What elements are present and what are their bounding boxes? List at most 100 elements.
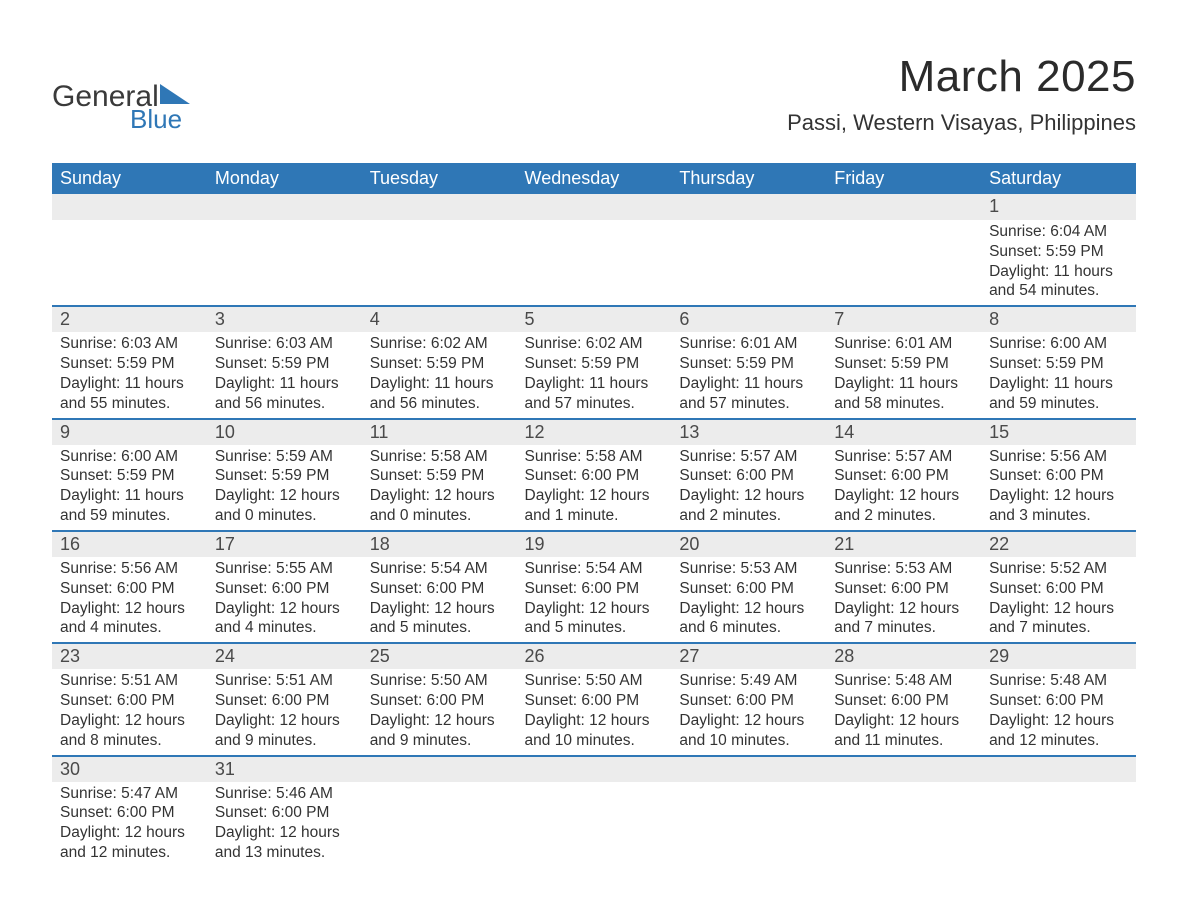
day-detail-line: Sunrise: 5:58 AM [370,447,509,467]
day-detail-line: Daylight: 12 hours [525,599,664,619]
day-number-cell: 7 [826,306,981,332]
day-detail-line: Sunrise: 5:47 AM [60,784,199,804]
day-number-cell: 30 [52,756,207,782]
day-detail-line: Sunset: 5:59 PM [60,354,199,374]
day-number-cell: 27 [671,643,826,669]
day-detail-line: Sunrise: 6:02 AM [525,334,664,354]
day-detail-line: Sunrise: 6:02 AM [370,334,509,354]
day-detail-line: and 10 minutes. [679,731,818,751]
logo: General Blue [52,76,212,151]
day-detail-line: and 57 minutes. [525,394,664,414]
day-number-cell [671,194,826,220]
day-detail-cell: Sunrise: 5:50 AMSunset: 6:00 PMDaylight:… [517,669,672,755]
day-detail-line: Daylight: 11 hours [834,374,973,394]
day-detail-row: Sunrise: 5:47 AMSunset: 6:00 PMDaylight:… [52,782,1136,867]
day-detail-line: Sunset: 6:00 PM [679,691,818,711]
day-detail-cell [207,220,362,306]
day-detail-cell: Sunrise: 6:01 AMSunset: 5:59 PMDaylight:… [671,332,826,418]
day-detail-cell: Sunrise: 6:03 AMSunset: 5:59 PMDaylight:… [207,332,362,418]
weekday-header: Thursday [671,163,826,194]
day-detail-line: Daylight: 12 hours [60,711,199,731]
day-detail-line: Sunset: 6:00 PM [370,691,509,711]
day-number-cell: 15 [981,419,1136,445]
day-number-cell: 23 [52,643,207,669]
day-detail-line: Sunrise: 6:01 AM [834,334,973,354]
day-detail-line: Daylight: 12 hours [370,711,509,731]
day-detail-line: and 3 minutes. [989,506,1128,526]
day-number-cell [517,194,672,220]
day-detail-line: Sunrise: 5:58 AM [525,447,664,467]
day-number-cell: 29 [981,643,1136,669]
day-detail-cell: Sunrise: 5:56 AMSunset: 6:00 PMDaylight:… [52,557,207,643]
day-detail-line: Sunrise: 6:03 AM [215,334,354,354]
day-detail-cell: Sunrise: 5:54 AMSunset: 6:00 PMDaylight:… [362,557,517,643]
day-detail-line: Daylight: 12 hours [370,599,509,619]
day-detail-line: Sunrise: 5:56 AM [989,447,1128,467]
day-detail-cell: Sunrise: 5:56 AMSunset: 6:00 PMDaylight:… [981,445,1136,531]
location-text: Passi, Western Visayas, Philippines [787,110,1136,136]
day-number-cell: 9 [52,419,207,445]
day-detail-cell: Sunrise: 6:02 AMSunset: 5:59 PMDaylight:… [517,332,672,418]
weekday-header: Tuesday [362,163,517,194]
day-detail-line: Sunset: 5:59 PM [60,466,199,486]
day-detail-line: Daylight: 12 hours [525,486,664,506]
day-detail-line: and 11 minutes. [834,731,973,751]
day-number-cell [52,194,207,220]
day-detail-line: Sunset: 6:00 PM [989,579,1128,599]
day-detail-line: Sunset: 6:00 PM [60,691,199,711]
day-detail-line: Sunrise: 5:55 AM [215,559,354,579]
day-detail-line: Sunrise: 5:50 AM [525,671,664,691]
day-detail-line: and 7 minutes. [834,618,973,638]
day-detail-cell [517,220,672,306]
day-number-cell [981,756,1136,782]
day-number-cell: 2 [52,306,207,332]
day-number-cell [826,756,981,782]
day-detail-cell: Sunrise: 5:51 AMSunset: 6:00 PMDaylight:… [52,669,207,755]
day-detail-cell [52,220,207,306]
day-detail-line: Sunset: 6:00 PM [989,466,1128,486]
day-detail-line: Sunrise: 5:50 AM [370,671,509,691]
day-number-row: 1 [52,194,1136,220]
day-detail-cell: Sunrise: 5:49 AMSunset: 6:00 PMDaylight:… [671,669,826,755]
day-detail-line: Daylight: 11 hours [989,374,1128,394]
day-detail-cell: Sunrise: 6:01 AMSunset: 5:59 PMDaylight:… [826,332,981,418]
day-detail-line: and 59 minutes. [989,394,1128,414]
calendar-page: General Blue March 2025 Passi, Western V… [0,0,1188,918]
day-detail-line: Sunrise: 5:54 AM [525,559,664,579]
day-number-cell: 13 [671,419,826,445]
day-detail-line: and 5 minutes. [525,618,664,638]
day-detail-line: Sunset: 6:00 PM [370,579,509,599]
day-detail-line: Daylight: 11 hours [989,262,1128,282]
day-detail-line: Sunrise: 5:52 AM [989,559,1128,579]
day-number-cell [826,194,981,220]
day-number-cell [362,194,517,220]
day-detail-line: Sunset: 6:00 PM [834,466,973,486]
day-detail-line: Daylight: 12 hours [679,711,818,731]
day-detail-line: and 2 minutes. [834,506,973,526]
day-detail-line: Sunset: 6:00 PM [834,579,973,599]
day-detail-line: and 9 minutes. [370,731,509,751]
day-detail-line: Daylight: 11 hours [370,374,509,394]
day-number-row: 2345678 [52,306,1136,332]
day-number-cell: 21 [826,531,981,557]
day-detail-line: Sunset: 5:59 PM [215,466,354,486]
calendar-header: Sunday Monday Tuesday Wednesday Thursday… [52,163,1136,194]
day-detail-cell [362,782,517,867]
logo-svg: General Blue [52,76,212,146]
day-detail-line: and 7 minutes. [989,618,1128,638]
day-detail-cell [517,782,672,867]
day-detail-line: Sunset: 6:00 PM [989,691,1128,711]
month-title: March 2025 [787,52,1136,102]
day-detail-line: and 56 minutes. [215,394,354,414]
day-number-cell: 3 [207,306,362,332]
day-number-cell: 17 [207,531,362,557]
day-detail-line: Daylight: 12 hours [989,711,1128,731]
day-detail-line: Sunrise: 5:53 AM [679,559,818,579]
day-detail-line: Daylight: 12 hours [989,486,1128,506]
day-detail-row: Sunrise: 6:00 AMSunset: 5:59 PMDaylight:… [52,445,1136,531]
day-detail-line: and 13 minutes. [215,843,354,863]
day-detail-line: Sunset: 6:00 PM [525,691,664,711]
day-detail-line: Sunrise: 5:48 AM [834,671,973,691]
day-detail-line: Sunset: 6:00 PM [525,466,664,486]
day-detail-line: Sunrise: 5:59 AM [215,447,354,467]
